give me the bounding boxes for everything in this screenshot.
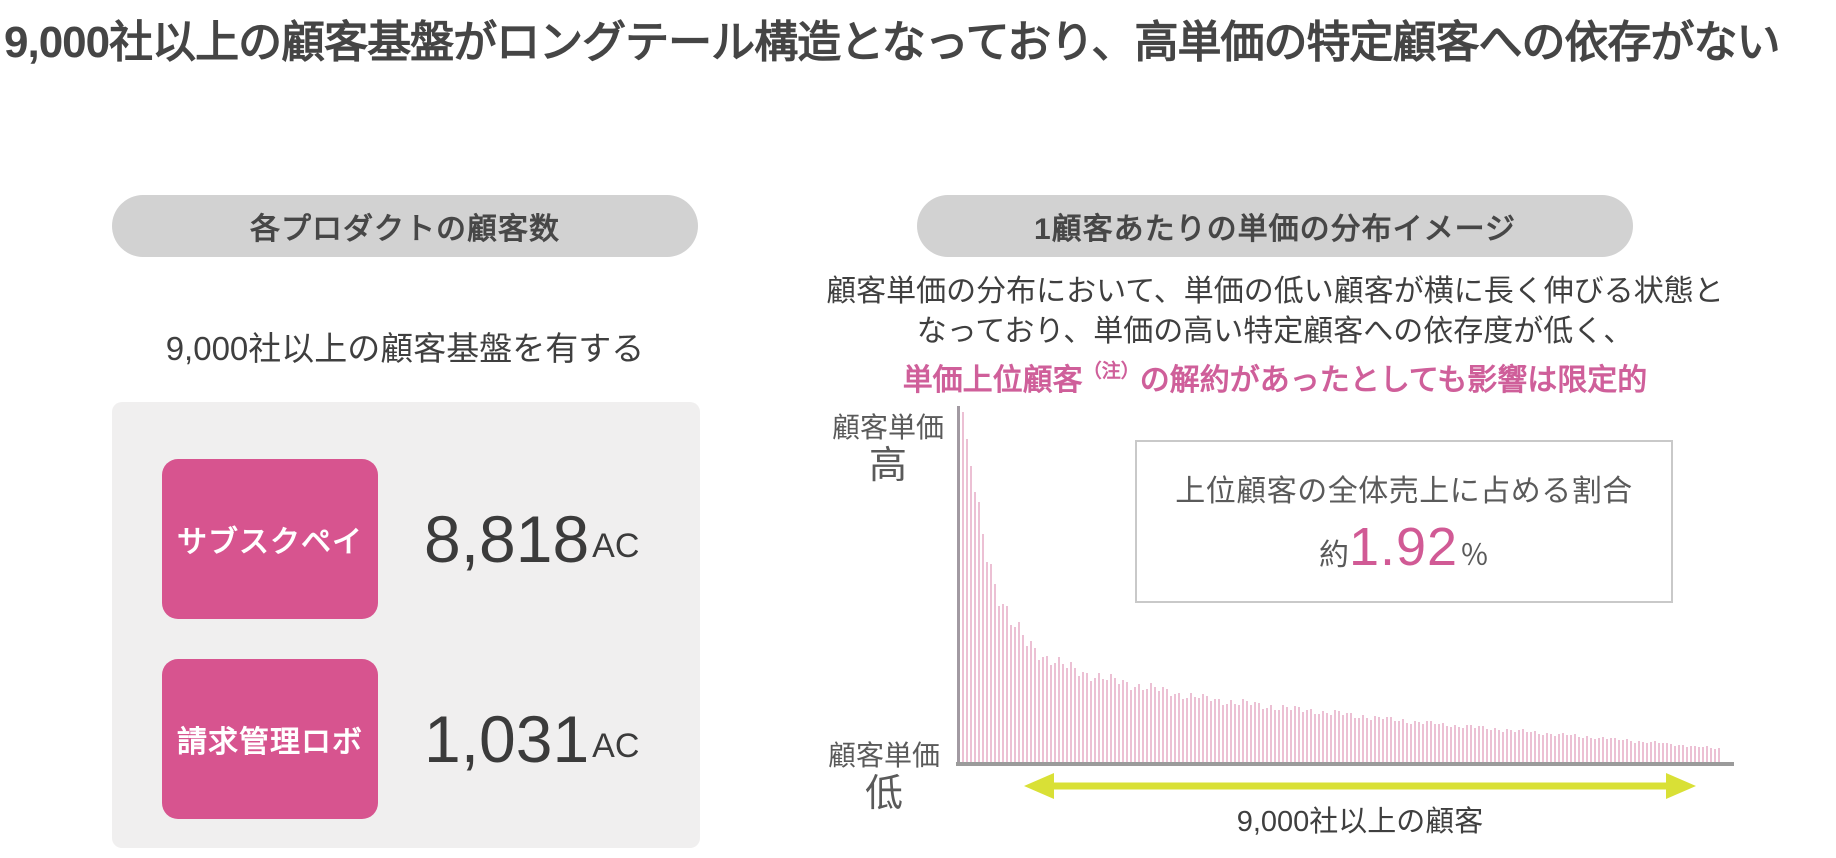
section-header-products: 各プロダクトの顧客数 — [112, 195, 698, 257]
chart-bars — [962, 408, 1728, 762]
y-axis-high-label: 顧客単価 高 — [818, 412, 958, 488]
customer-range-double-arrow-icon — [1024, 773, 1696, 799]
highlight-prefix: 単価上位顧客 — [902, 364, 1083, 397]
y-axis-high-level: 高 — [868, 445, 907, 487]
product-count-unit: AC — [592, 726, 640, 765]
product-badge-subscpay: サブスクペイ — [162, 459, 378, 619]
section-header-distribution: 1顧客あたりの単価の分布イメージ — [917, 195, 1633, 257]
section-header-products-label: 各プロダクトの顧客数 — [250, 213, 560, 246]
product-row-seikyu-kanri-robo: 請求管理ロボ 1,031 AC — [112, 659, 700, 819]
product-badge-seikyu-kanri-robo: 請求管理ロボ — [162, 659, 378, 819]
customer-range-label: 9,000社以上の顧客 — [1236, 806, 1484, 838]
description-line-1: 顧客単価の分布において、単価の低い顧客が横に長く伸びる状態と — [826, 275, 1724, 308]
product-row-subscpay: サブスクペイ 8,818 AC — [112, 459, 700, 619]
callout-value: 1.92 — [1348, 516, 1459, 577]
product-stat-subscpay: 8,818 AC — [424, 459, 639, 619]
callout-value-prefix: 約 — [1318, 538, 1349, 572]
callout-title: 上位顧客の全体売上に占める割合 — [1175, 474, 1633, 508]
y-axis-low-word: 顧客単価 — [827, 740, 940, 771]
description-line-2: なっており、単価の高い特定顧客への依存度が低く、 — [916, 315, 1634, 348]
highlight-suffix: の解約があったとしても影響は限定的 — [1139, 364, 1648, 397]
y-axis-high-word: 顧客単価 — [831, 412, 944, 443]
callout-value-row: 約 1.92 ％ — [1319, 516, 1489, 578]
product-count: 1,031 — [424, 702, 590, 776]
section-header-distribution-label: 1顧客あたりの単価の分布イメージ — [1033, 213, 1517, 246]
product-name: サブスクペイ — [177, 526, 363, 559]
page-title: 9,000社以上の顧客基盤がロングテール構造となっており、高単価の特定顧客への依… — [4, 18, 1781, 67]
y-axis-line — [957, 406, 960, 764]
products-subtitle: 9,000社以上の顧客基盤を有する — [165, 330, 645, 367]
y-axis-low-level: 低 — [864, 773, 903, 815]
highlight-note-superscript: （注） — [1082, 361, 1140, 382]
distribution-description: 顧客単価の分布において、単価の低い顧客が横に長く伸びる状態と なっており、単価の… — [765, 272, 1785, 401]
revenue-share-callout: 上位顧客の全体売上に占める割合 約 1.92 ％ — [1135, 440, 1673, 603]
callout-value-unit: ％ — [1460, 539, 1490, 572]
customer-count-card: サブスクペイ 8,818 AC 請求管理ロボ 1,031 AC — [112, 402, 700, 848]
product-count: 8,818 — [424, 502, 590, 576]
product-name: 請求管理ロボ — [177, 726, 363, 759]
product-count-unit: AC — [592, 526, 640, 565]
y-axis-low-label: 顧客単価 低 — [814, 740, 954, 816]
x-axis-baseline — [956, 762, 1734, 766]
description-highlight-line: 単価上位顧客（注）の解約があったとしても影響は限定的 — [765, 352, 1785, 401]
product-stat-seikyu-kanri-robo: 1,031 AC — [424, 659, 639, 819]
